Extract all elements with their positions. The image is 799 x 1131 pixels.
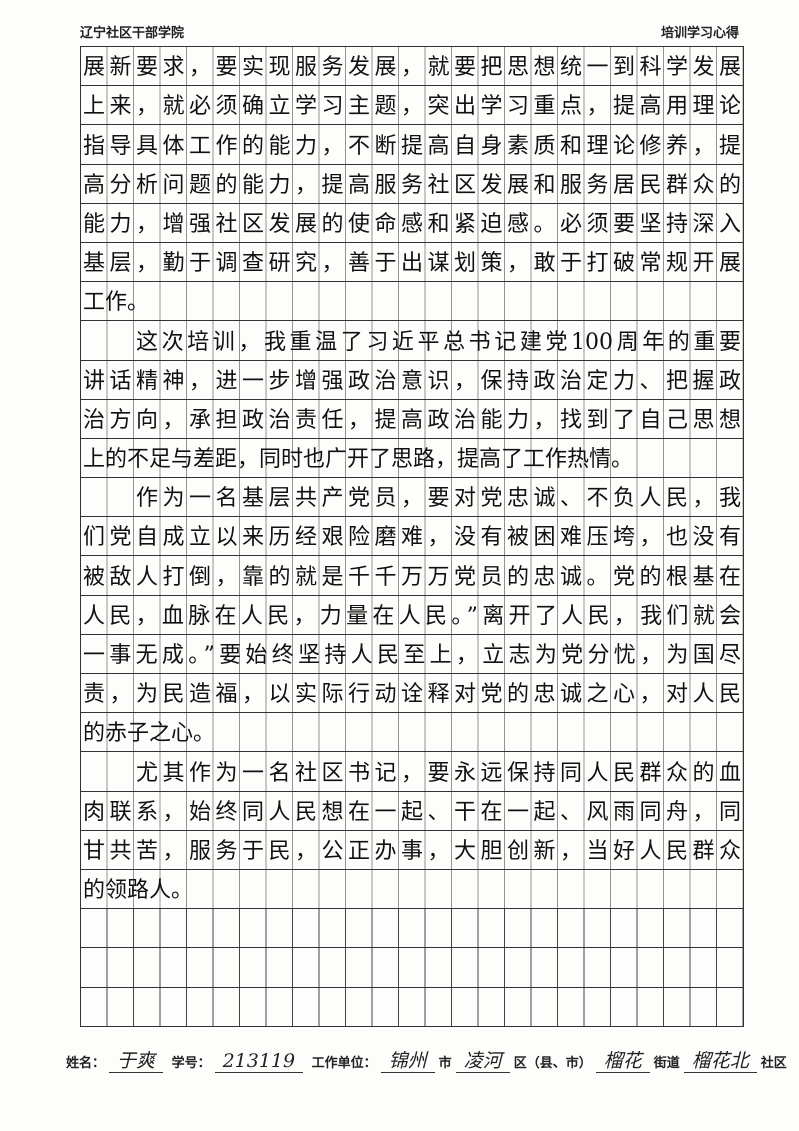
grid-row: 尤其作为一名社区书记，要永远保持同人民群众的血 [81, 752, 743, 792]
text-line: 能力，增强社区发展的使命感和紧迫感。必须要坚持深入 [83, 211, 741, 237]
text-line: 指导具体工作的能力，不断提高自身素质和理论修养，提 [83, 133, 741, 159]
grid-row: 甘共苦，服务于民，公正办事，大胆创新，当好人民群众 [81, 830, 743, 870]
label: 社区 [760, 1056, 787, 1071]
grid-row: 肉联系，始终同人民想在一起、干在一起、风雨同舟，同 [81, 791, 743, 831]
text-line: 责，为民造福，以实际行动诠释对党的忠诚之心，对人民 [83, 682, 741, 708]
label: 学号： [171, 1056, 211, 1071]
label: 区（县、市） [513, 1056, 592, 1071]
name: 于爽 [109, 1050, 164, 1073]
text-line: 上的不足与差距，同时也广开了思路，提高了工作热情。 [83, 447, 634, 473]
text-line: 人民，血脉在人民，力量在人民。”离开了人民，我们就会 [83, 603, 741, 629]
text-line: 一事无成。”要始终坚持人民至上，立志为党分忧，为国尽 [83, 643, 741, 668]
grid-row: 讲话精神，进一步增强政治意识，保持政治定力、把握政 [81, 360, 743, 400]
grid-row [81, 948, 743, 988]
text-line: 尤其作为一名社区书记，要永远保持同人民群众的血 [136, 760, 741, 786]
grid-row: 指导具体工作的能力，不断提高自身素质和理论修养，提 [81, 125, 743, 165]
label: 市 [438, 1056, 452, 1071]
student-id: 213119 [214, 1050, 304, 1073]
grid-row: 这次培训，我重温了习近平总书记建党100周年的重要 [81, 321, 743, 361]
label: 街道 [653, 1056, 680, 1071]
grid-row: 一事无成。”要始终坚持人民至上，立志为党分忧，为国尽 [81, 634, 743, 674]
text-line: 的赤子之心。 [83, 721, 216, 747]
street: 榴花 [595, 1050, 650, 1073]
text-line: 讲话精神，进一步增强政治意识，保持政治定力、把握政 [83, 368, 741, 394]
footer: 姓名： 于爽 学号： 213119 工作单位： 锦州市凌河 区（县、市） 榴花 街道 榴花北社… [66, 1046, 787, 1073]
grid-row: 被敌人打倒，靠的就是千千万万党员的忠诚。党的根基在 [81, 556, 743, 596]
district: 凌河 [455, 1050, 510, 1073]
grid-row: 责，为民造福，以实际行动诠释对党的忠诚之心，对人民 [81, 674, 743, 714]
text-line: 甘共苦，服务于民，公正办事，大胆创新，当好人民群众 [83, 838, 741, 864]
label: 工作单位： [311, 1056, 377, 1071]
grid-row: 作为一名基层共产党员，要对党忠诚、不负人民，我 [81, 478, 743, 518]
grid-row: 展新要求，要实现服务发展，就要把思想统一到科学发展 [81, 47, 743, 87]
text-line: 这次培训，我重温了习近平总书记建党100周年的重要 [136, 329, 741, 355]
grid-row: 上来，就必须确立学习主题，突出学习重点，提高用理论 [81, 86, 743, 126]
city: 锦州 [380, 1050, 435, 1073]
writing-grid: 展新要求，要实现服务发展，就要把思想统一到科学发展 上来，就必须确立学习主题，突出… [80, 46, 744, 1027]
text-line: 肉联系，始终同人民想在一起、干在一起、风雨同舟，同 [83, 799, 741, 825]
grid-row [81, 909, 743, 949]
grid-row: 能力，增强社区发展的使命感和紧迫感。必须要坚持深入 [81, 203, 743, 243]
text-line: 们党自成立以来历经艰险磨难，没有被困难压垮，也没有 [83, 525, 741, 551]
grid-row: 的赤子之心。 [81, 713, 743, 753]
grid-row: 基层，勤于调查研究，善于出谋划策，敢于打破常规开展 [81, 242, 743, 283]
grid-row: 的领路人。 [81, 869, 743, 910]
grid-row: 们党自成立以来历经艰险磨难，没有被困难压垮，也没有 [81, 517, 743, 557]
label: 姓名： [66, 1056, 106, 1071]
text-line: 的领路人。 [83, 878, 194, 904]
grid-row: 治方向，承担政治责任，提高政治能力，找到了自己思想 [81, 399, 743, 439]
header-left: 辽宁社区干部学院 [80, 26, 185, 41]
text-line: 作为一名基层共产党员，要对党忠诚、不负人民，我 [136, 486, 741, 512]
text-line: 展新要求，要实现服务发展，就要把思想统一到科学发展 [83, 55, 741, 81]
community: 榴花北 [683, 1050, 757, 1073]
text-line: 上来，就必须确立学习主题，突出学习重点，提高用理论 [83, 94, 741, 120]
grid-row: 上的不足与差距，同时也广开了思路，提高了工作热情。 [81, 438, 743, 479]
grid-row: 工作。 [81, 282, 743, 322]
grid-row [81, 987, 743, 1027]
text-line: 被敌人打倒，靠的就是千千万万党员的忠诚。党的根基在 [83, 564, 741, 590]
grid-row: 人民，血脉在人民，力量在人民。”离开了人民，我们就会 [81, 595, 743, 635]
header-right: 培训学习心得 [660, 26, 739, 41]
text-line: 工作。 [83, 290, 150, 316]
text-line: 治方向，承担政治责任，提高政治能力，找到了自己思想 [83, 407, 741, 433]
grid-row: 高分析问题的能力，提高服务社区发展和服务居民群众的 [81, 164, 743, 204]
text-line: 基层，勤于调查研究，善于出谋划策，敢于打破常规开展 [83, 251, 741, 277]
text-line: 高分析问题的能力，提高服务社区发展和服务居民群众的 [83, 172, 741, 198]
